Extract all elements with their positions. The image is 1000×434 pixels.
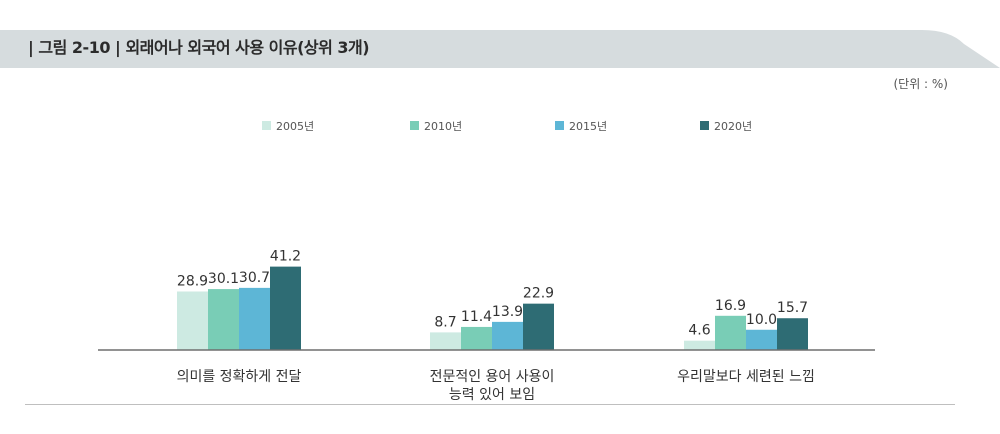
figure-title: | 그림 2-10 | 외래어나 외국어 사용 이유(상위 3개) [28,38,370,57]
data-label: 30.1 [208,271,239,287]
category-label: 전문적인 용어 사용이 [430,369,555,385]
legend-label: 2015년 [569,120,607,133]
data-label: 22.9 [523,286,554,302]
bar [177,291,208,350]
bar [492,321,523,350]
banner-shape [0,30,1000,68]
legend-swatch [555,121,564,130]
data-label: 8.7 [434,314,456,330]
bar [430,332,461,350]
legend-label: 2020년 [714,120,752,133]
category-label: 능력 있어 보임 [449,387,535,403]
bar [684,340,715,350]
data-label: 28.9 [177,274,208,290]
bar [208,289,239,350]
data-label: 4.6 [688,323,710,339]
category-label: 우리말보다 세련된 느낌 [677,369,815,385]
legend-swatch [410,121,419,130]
category-label: 의미를 정확하게 전달 [177,369,302,385]
data-label: 16.9 [715,298,746,314]
legend-label: 2010년 [424,120,462,133]
data-label: 13.9 [492,304,523,320]
bar [523,303,554,350]
data-label: 15.7 [777,300,808,316]
legend-swatch [700,121,709,130]
data-label: 41.2 [270,249,301,265]
bar [270,266,301,350]
legend-swatch [262,121,271,130]
title-banner: | 그림 2-10 | 외래어나 외국어 사용 이유(상위 3개) [0,0,1000,68]
bar [746,329,777,350]
data-label: 30.7 [239,270,270,286]
bar [239,287,270,350]
data-label: 11.4 [461,309,492,325]
bar [461,326,492,350]
unit-label: (단위 : %) [893,77,948,91]
legend-label: 2005년 [276,120,314,133]
data-label: 10.0 [746,312,777,328]
bottom-divider [25,404,955,405]
bar [715,315,746,350]
bar [777,318,808,350]
